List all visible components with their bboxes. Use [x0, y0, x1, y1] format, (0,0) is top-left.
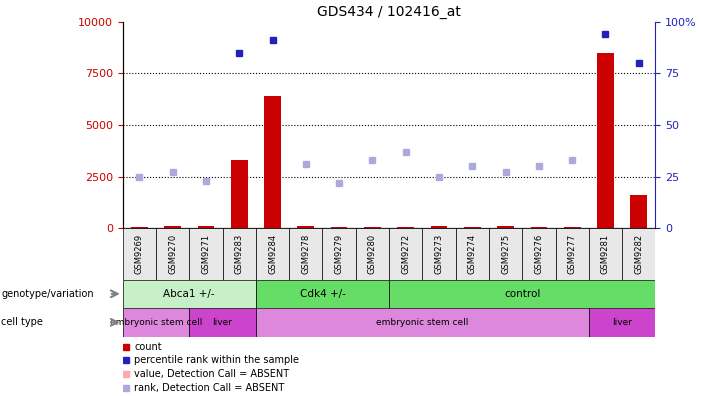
Bar [589, 308, 655, 337]
Bar [423, 228, 456, 280]
Text: embryonic stem cell: embryonic stem cell [376, 318, 468, 327]
Bar [356, 228, 389, 280]
Bar [322, 228, 356, 280]
Bar [456, 228, 489, 280]
Text: GSM9284: GSM9284 [268, 234, 277, 274]
Bar [430, 226, 447, 228]
Bar [256, 308, 589, 337]
Bar [264, 96, 281, 228]
Text: GSM9278: GSM9278 [301, 234, 311, 274]
Bar [589, 228, 622, 280]
Bar [331, 227, 348, 228]
Text: GSM9280: GSM9280 [368, 234, 377, 274]
Text: GSM9276: GSM9276 [534, 234, 543, 274]
Text: GSM9283: GSM9283 [235, 234, 244, 274]
Text: value, Detection Call = ABSENT: value, Detection Call = ABSENT [135, 369, 290, 379]
Text: GSM9273: GSM9273 [435, 234, 444, 274]
Bar [123, 280, 256, 308]
Text: embryonic stem cell: embryonic stem cell [110, 318, 202, 327]
Bar [297, 227, 314, 228]
Text: GSM9282: GSM9282 [634, 234, 644, 274]
Bar [564, 227, 580, 228]
Text: GSM9274: GSM9274 [468, 234, 477, 274]
Text: GSM9272: GSM9272 [401, 234, 410, 274]
Text: GSM9277: GSM9277 [568, 234, 577, 274]
Bar [389, 280, 655, 308]
Bar [531, 227, 547, 228]
Text: count: count [135, 342, 162, 352]
Bar [489, 228, 522, 280]
Text: control: control [504, 289, 540, 299]
Bar [231, 160, 247, 228]
Bar [497, 227, 514, 228]
Bar [364, 227, 381, 228]
Bar [556, 228, 589, 280]
Bar [256, 280, 389, 308]
Text: GSM9271: GSM9271 [201, 234, 210, 274]
Text: GSM9275: GSM9275 [501, 234, 510, 274]
Bar [522, 228, 556, 280]
Text: percentile rank within the sample: percentile rank within the sample [135, 356, 299, 366]
Text: rank, Detection Call = ABSENT: rank, Detection Call = ABSENT [135, 383, 285, 393]
Text: genotype/variation: genotype/variation [1, 289, 94, 299]
Text: liver: liver [212, 318, 233, 327]
Bar [397, 227, 414, 228]
Title: GDS434 / 102416_at: GDS434 / 102416_at [317, 6, 461, 19]
Text: cell type: cell type [1, 317, 43, 327]
Text: Cdk4 +/-: Cdk4 +/- [299, 289, 346, 299]
Bar [123, 228, 156, 280]
Bar [389, 228, 423, 280]
Text: liver: liver [612, 318, 632, 327]
Text: GSM9269: GSM9269 [135, 234, 144, 274]
Bar [198, 227, 215, 228]
Bar [290, 228, 322, 280]
Bar [622, 228, 655, 280]
Bar [131, 227, 148, 228]
Bar [256, 228, 290, 280]
Bar [464, 227, 481, 228]
Bar [189, 308, 256, 337]
Bar [123, 308, 189, 337]
Bar [223, 228, 256, 280]
Text: GSM9270: GSM9270 [168, 234, 177, 274]
Text: GSM9281: GSM9281 [601, 234, 610, 274]
Text: Abca1 +/-: Abca1 +/- [163, 289, 215, 299]
Text: GSM9279: GSM9279 [334, 234, 343, 274]
Bar [156, 228, 189, 280]
Bar [164, 226, 181, 228]
Bar [189, 228, 223, 280]
Bar [597, 53, 614, 228]
Bar [630, 195, 647, 228]
